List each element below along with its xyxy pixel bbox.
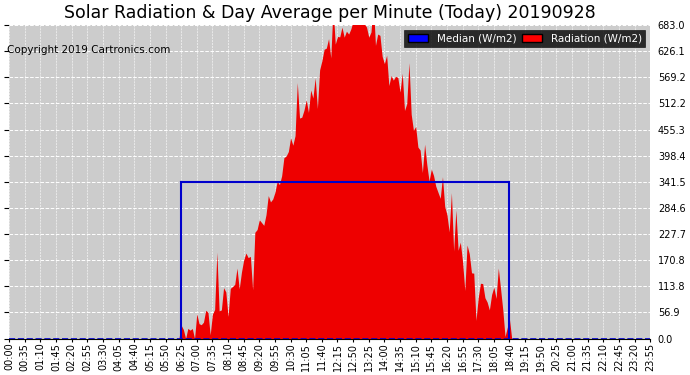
Legend: Median (W/m2), Radiation (W/m2): Median (W/m2), Radiation (W/m2) — [404, 30, 645, 46]
Title: Solar Radiation & Day Average per Minute (Today) 20190928: Solar Radiation & Day Average per Minute… — [63, 4, 595, 22]
Text: Copyright 2019 Cartronics.com: Copyright 2019 Cartronics.com — [7, 45, 170, 55]
